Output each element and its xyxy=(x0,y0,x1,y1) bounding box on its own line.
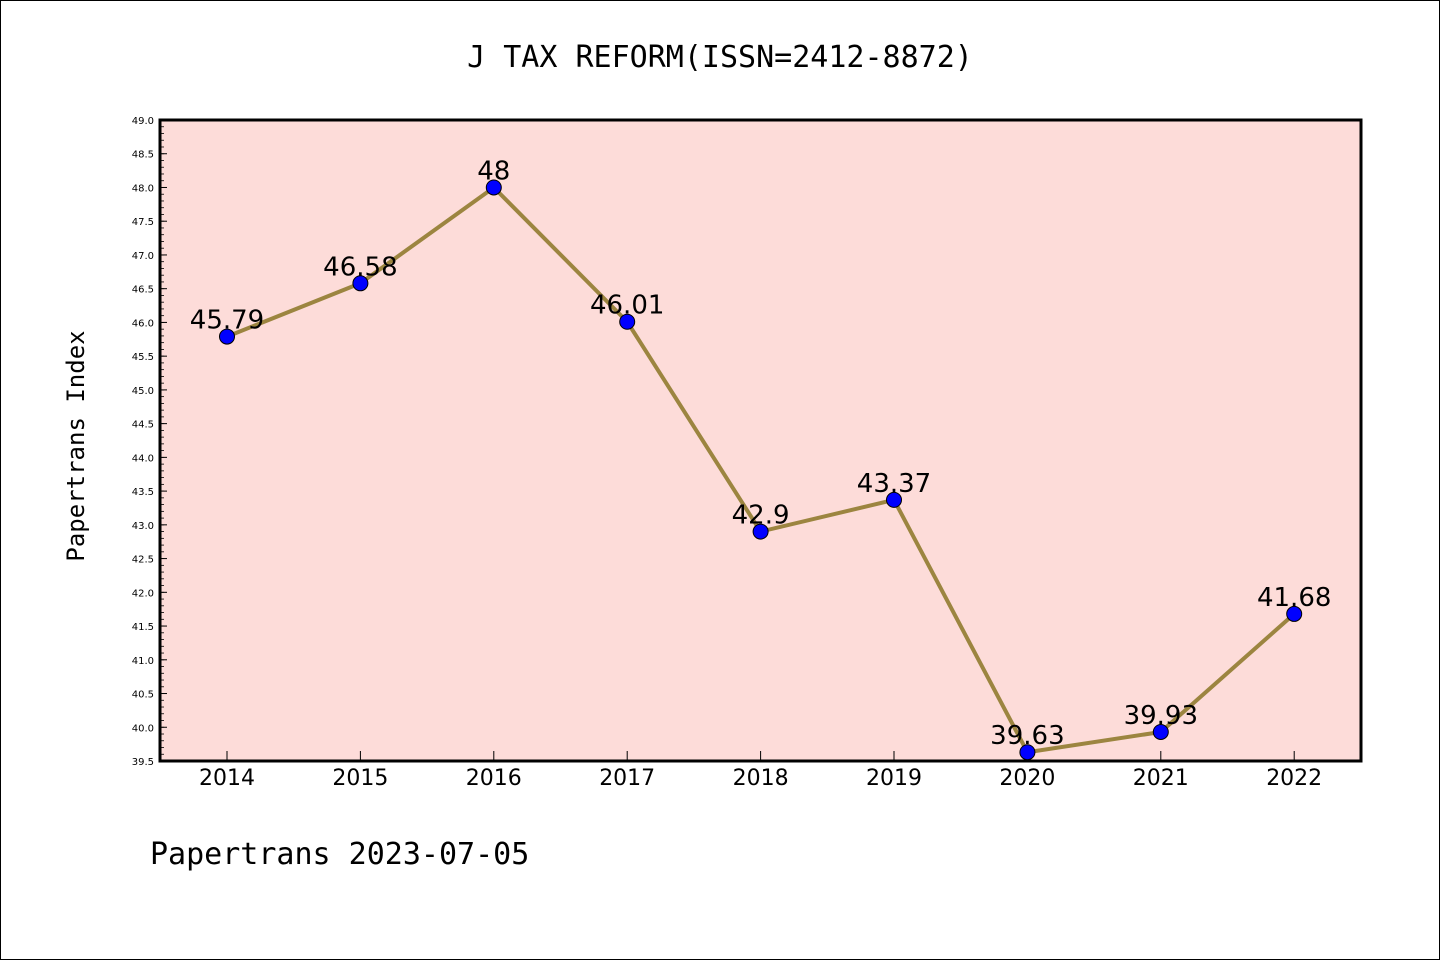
x-tick-label: 2015 xyxy=(332,766,388,791)
y-tick-label: 41.0 xyxy=(132,656,154,667)
chart-title: J TAX REFORM(ISSN=2412-8872) xyxy=(467,40,973,75)
y-axis-label: Papertrans Index xyxy=(62,330,90,561)
data-point-label: 43.37 xyxy=(857,469,931,499)
x-tick-label: 2014 xyxy=(199,766,255,791)
data-point-marker xyxy=(219,328,235,345)
y-tick-label: 44.0 xyxy=(132,453,154,464)
y-tick-label: 40.5 xyxy=(132,690,154,701)
x-tick-label: 2022 xyxy=(1266,766,1322,791)
y-tick-label: 41.5 xyxy=(132,622,154,633)
x-axis-ticks: 2014 2015 2016 2017 2018 2019 2020 2021 2022 xyxy=(199,751,1322,791)
y-tick-label: 46.0 xyxy=(132,318,154,329)
x-tick-label: 2021 xyxy=(1133,766,1189,791)
plot-border xyxy=(158,118,1363,763)
y-tick-label: 42.5 xyxy=(132,555,154,566)
y-tick-label: 49.0 xyxy=(132,116,154,127)
y-tick-label: 47.0 xyxy=(132,251,154,262)
y-tick-label: 45.0 xyxy=(132,386,154,397)
y-tick-label: 43.5 xyxy=(132,487,154,498)
y-tick-label: 47.5 xyxy=(132,217,154,228)
y-tick-label: 46.5 xyxy=(132,285,154,296)
x-tick-label: 2020 xyxy=(999,766,1055,791)
y-tick-label: 44.5 xyxy=(132,420,154,431)
data-point-marker xyxy=(485,179,502,196)
data-point-marker xyxy=(886,491,902,508)
x-tick-label: 2017 xyxy=(599,766,655,791)
y-tick-label: 48.0 xyxy=(132,183,154,194)
y-tick-label: 42.0 xyxy=(132,588,154,599)
data-point-label: 46.58 xyxy=(323,252,397,282)
data-point-marker xyxy=(1286,605,1303,622)
x-tick-label: 2016 xyxy=(466,766,522,791)
y-axis-ticks: 39.5 40.0 40.5 41.0 41.5 42.0 42.5 43.0 43.5 44.0… xyxy=(132,116,167,768)
data-point-label: 39.63 xyxy=(990,721,1064,751)
x-tick-label: 2019 xyxy=(866,766,922,791)
data-point-marker xyxy=(352,275,369,292)
data-point-label: 39.93 xyxy=(1124,701,1198,731)
y-tick-label: 43.0 xyxy=(132,521,154,532)
data-point-marker xyxy=(619,313,636,330)
y-tick-label: 40.0 xyxy=(132,723,154,734)
y-tick-label: 48.5 xyxy=(132,150,154,161)
x-tick-label: 2018 xyxy=(733,766,789,791)
data-point-label: 45.79 xyxy=(190,306,264,336)
data-point-label: 48 xyxy=(477,156,510,186)
plot-area xyxy=(160,120,1361,761)
data-point-label: 42.9 xyxy=(732,501,790,531)
data-point-marker xyxy=(752,523,769,540)
y-tick-label: 45.5 xyxy=(132,352,154,363)
data-labels: 45.79 46.58 48 46.01 42.9 43.37 39.63 39.93 41.6… xyxy=(190,156,1332,751)
footer-text: Papertrans 2023-07-05 xyxy=(150,837,529,872)
y-tick-label: 39.5 xyxy=(132,757,154,768)
data-point-label: 41.68 xyxy=(1257,583,1331,613)
data-point-marker xyxy=(1152,723,1169,740)
data-point-label: 46.01 xyxy=(590,291,664,321)
data-markers xyxy=(219,179,1303,761)
